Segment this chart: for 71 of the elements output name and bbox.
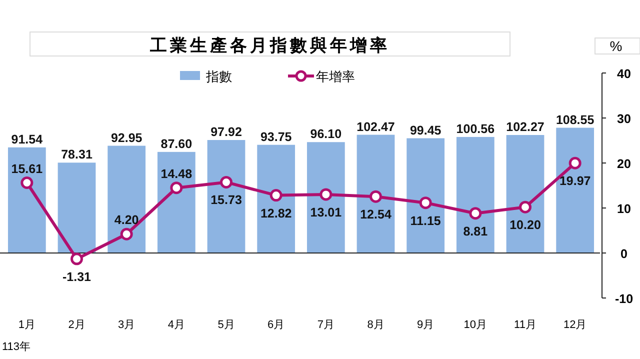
bar	[207, 140, 246, 253]
point	[419, 196, 432, 210]
data-label: 96.10	[310, 127, 342, 142]
point	[20, 176, 34, 190]
point	[568, 156, 582, 170]
x-tick-label: 7月	[317, 319, 334, 331]
x-tick-label: 6月	[268, 319, 285, 331]
data-label: 12.54	[360, 208, 392, 222]
point	[170, 182, 183, 194]
x-tick-label: 3月	[118, 319, 136, 331]
y2-tick-label: 0	[620, 247, 628, 261]
y2-tick-label: 30	[617, 112, 631, 126]
data-label: 92.95	[110, 130, 142, 145]
bar	[8, 147, 46, 253]
data-label: 15.73	[210, 193, 242, 208]
data-label: 8.81	[463, 224, 488, 238]
x-tick-label: 12月	[563, 319, 587, 331]
point	[519, 200, 532, 214]
x-tick-label: 1月	[18, 319, 36, 331]
bar	[306, 142, 345, 253]
bar	[58, 162, 96, 253]
point	[320, 188, 332, 201]
x-tick-label: 5月	[218, 319, 235, 331]
y2-tick-label: -10	[614, 292, 634, 306]
bar	[257, 144, 296, 253]
point	[120, 228, 133, 240]
data-label: 102.27	[506, 120, 544, 134]
x-tick-label: 2月	[68, 319, 86, 331]
chart-title: 工業生產各月指數與年增率	[149, 36, 390, 55]
point	[469, 207, 482, 220]
data-label: 100.56	[456, 122, 495, 136]
legend-label: 年增率	[316, 69, 355, 84]
data-label: 13.01	[310, 205, 342, 220]
data-label: 15.61	[11, 162, 43, 176]
x-tick-label: 8月	[367, 319, 384, 331]
data-label: 87.60	[160, 136, 192, 151]
data-label: 11.15	[410, 214, 441, 228]
data-label: 4.20	[114, 213, 139, 228]
data-label: 19.97	[559, 174, 591, 188]
x-tick-label: 4月	[168, 319, 185, 331]
x-tick-label: 11月	[514, 319, 536, 331]
data-label: 78.31	[61, 148, 92, 162]
data-label: 12.82	[260, 206, 292, 220]
data-label: -1.31	[62, 270, 92, 284]
point	[70, 252, 83, 266]
x-tick-label: 9月	[417, 319, 434, 331]
data-label: 102.47	[356, 120, 395, 134]
point	[270, 189, 282, 202]
y2-tick-label: 10	[617, 202, 631, 216]
data-label: 91.54	[11, 132, 43, 146]
bar	[506, 134, 544, 253]
bar	[456, 136, 494, 253]
x-tick-label: 10月	[464, 319, 488, 331]
y2-axis-title: %	[610, 38, 622, 54]
bar	[556, 128, 594, 253]
data-label: 10.20	[510, 218, 541, 232]
data-label: 97.92	[210, 125, 242, 140]
y2-tick-label: 40	[617, 67, 631, 81]
point	[370, 190, 382, 203]
y2-tick-label: 20	[617, 157, 631, 171]
data-label: 93.75	[260, 130, 292, 144]
bar	[108, 146, 146, 253]
legend-label: 指數	[205, 69, 232, 84]
bar	[356, 134, 395, 253]
data-label: 99.45	[410, 123, 442, 138]
bar	[406, 138, 445, 253]
data-label: 14.48	[160, 166, 192, 181]
point	[220, 176, 232, 188]
data-label: 108.55	[556, 112, 594, 127]
text: 113年	[2, 341, 31, 353]
bar	[157, 152, 196, 253]
